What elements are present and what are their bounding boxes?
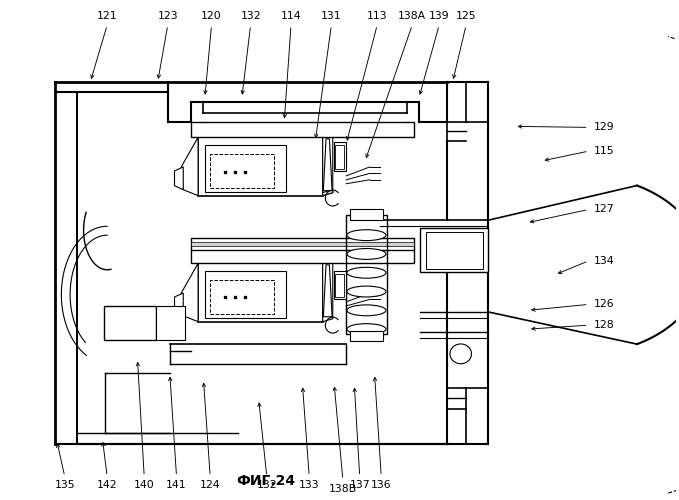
Bar	[191, 248, 414, 264]
Bar	[191, 242, 414, 246]
Bar	[191, 122, 414, 138]
Text: 124: 124	[200, 480, 221, 490]
Text: 125: 125	[456, 11, 477, 21]
Text: 138B: 138B	[329, 484, 357, 494]
Polygon shape	[175, 293, 183, 316]
Bar	[335, 145, 344, 169]
Bar	[426, 232, 483, 269]
Bar	[350, 330, 382, 342]
Text: 127: 127	[594, 204, 614, 214]
Text: 132: 132	[257, 480, 277, 490]
Polygon shape	[323, 265, 332, 317]
Text: 132: 132	[240, 11, 261, 21]
Bar	[191, 238, 414, 250]
Polygon shape	[181, 264, 198, 322]
Bar	[346, 216, 386, 334]
Text: 142: 142	[97, 480, 117, 490]
Text: 121: 121	[97, 11, 117, 21]
Ellipse shape	[347, 324, 386, 334]
Ellipse shape	[347, 305, 386, 316]
Text: 115: 115	[594, 146, 614, 156]
Bar	[104, 306, 156, 340]
Bar	[350, 210, 382, 220]
Text: 135: 135	[54, 480, 75, 490]
Text: 133: 133	[299, 480, 320, 490]
Polygon shape	[323, 138, 333, 196]
Text: 120: 120	[201, 11, 222, 21]
Text: 126: 126	[594, 300, 614, 310]
Text: 128: 128	[594, 320, 614, 330]
Text: 113: 113	[367, 11, 388, 21]
Text: 136: 136	[371, 480, 392, 490]
Polygon shape	[175, 167, 183, 190]
Text: 140: 140	[134, 480, 155, 490]
Bar	[335, 274, 344, 297]
Bar	[210, 154, 274, 188]
Polygon shape	[323, 138, 332, 190]
Bar	[156, 306, 185, 340]
Bar	[198, 264, 323, 322]
Text: 138A: 138A	[398, 11, 426, 21]
Ellipse shape	[347, 268, 386, 278]
Ellipse shape	[347, 286, 386, 297]
Bar	[420, 228, 488, 272]
Text: ФИГ.24: ФИГ.24	[236, 474, 295, 488]
Bar	[334, 142, 346, 171]
Polygon shape	[323, 190, 333, 196]
Text: 141: 141	[166, 480, 187, 490]
Text: 114: 114	[280, 11, 301, 21]
Bar	[205, 272, 286, 318]
Polygon shape	[323, 264, 333, 322]
Text: 129: 129	[594, 122, 614, 132]
Bar	[334, 271, 346, 300]
Text: 123: 123	[158, 11, 178, 21]
Bar	[210, 280, 274, 314]
Ellipse shape	[347, 248, 386, 260]
Polygon shape	[181, 138, 198, 196]
Ellipse shape	[347, 230, 386, 240]
Text: 139: 139	[429, 11, 449, 21]
Text: 134: 134	[594, 256, 614, 266]
Bar	[205, 144, 286, 192]
Text: 137: 137	[350, 480, 370, 490]
Bar	[198, 138, 323, 196]
Text: 131: 131	[321, 11, 342, 21]
